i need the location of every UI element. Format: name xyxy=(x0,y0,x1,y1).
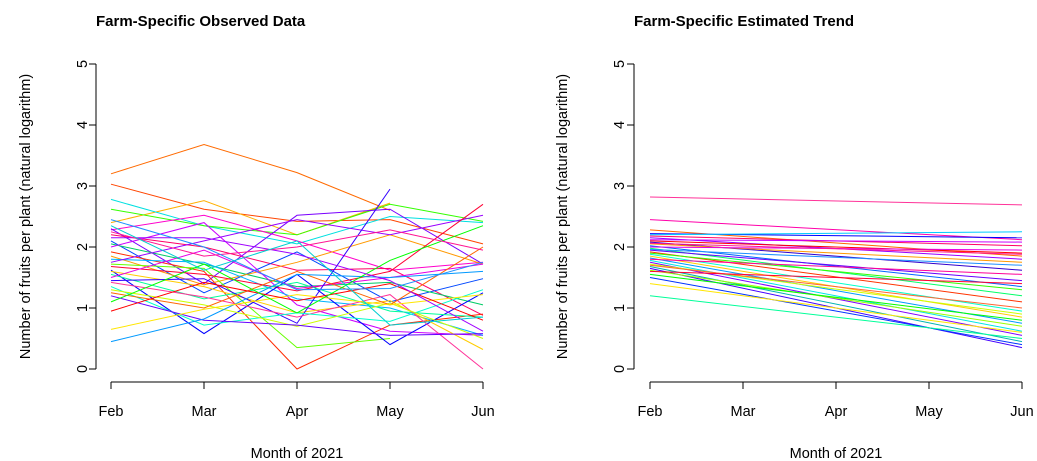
series-line-28 xyxy=(649,269,1023,327)
series-line-30 xyxy=(110,281,484,321)
series-line-16 xyxy=(110,263,391,349)
series-line-3 xyxy=(110,200,391,236)
chart-title: Farm-Specific Observed Data xyxy=(96,13,306,30)
series-group xyxy=(110,143,484,370)
series-line-14 xyxy=(649,247,1023,297)
series-line-12 xyxy=(110,251,484,370)
series-line-33 xyxy=(649,295,1023,339)
series-line-13 xyxy=(110,234,484,286)
estimated-trend-panel: Farm-Specific Estimated Trend 0 1 2 3 4 5 Feb Ma… xyxy=(555,13,1034,461)
series-line-1 xyxy=(649,196,1023,206)
series-line-31 xyxy=(110,225,484,314)
chart-title: Farm-Specific Estimated Trend xyxy=(634,13,854,30)
x-tick-label: May xyxy=(915,404,943,420)
x-tick-label: Apr xyxy=(825,404,848,420)
x-tick-label: Jun xyxy=(1010,404,1033,420)
y-tick-label: 2 xyxy=(75,243,91,251)
y-tick-label: 5 xyxy=(75,60,91,68)
y-tick-label: 2 xyxy=(612,243,628,251)
series-line-18 xyxy=(649,253,1023,312)
y-tick-label: 1 xyxy=(612,304,628,312)
y-tick-label: 3 xyxy=(75,182,91,190)
series-line-35 xyxy=(649,248,1023,266)
series-line-26 xyxy=(649,266,1023,343)
series-line-27 xyxy=(110,295,484,336)
series-group xyxy=(649,196,1023,349)
series-line-30 xyxy=(649,273,1023,321)
y-tick-label: 3 xyxy=(612,182,628,190)
series-line-5 xyxy=(649,231,1023,236)
series-line-12 xyxy=(649,245,1023,288)
series-line-23 xyxy=(110,281,484,370)
series-line-8 xyxy=(649,239,1023,243)
series-line-33 xyxy=(110,229,484,257)
series-line-21 xyxy=(649,258,1023,275)
series-line-34 xyxy=(110,219,484,291)
y-tick-label: 1 xyxy=(75,304,91,312)
series-line-29 xyxy=(649,270,1023,285)
series-line-35 xyxy=(110,225,484,326)
series-line-25 xyxy=(649,264,1023,309)
series-line-11 xyxy=(110,222,484,336)
series-line-11 xyxy=(649,243,1023,263)
series-line-10 xyxy=(110,243,484,306)
series-line-26 xyxy=(110,246,484,309)
series-line-31 xyxy=(649,277,1023,346)
y-axis-title: Number of fruits per plant (natural loga… xyxy=(555,74,571,359)
series-line-32 xyxy=(649,283,1023,333)
x-tick-label: Apr xyxy=(286,404,309,420)
series-line-28 xyxy=(110,270,484,343)
x-axis-title: Month of 2021 xyxy=(251,446,344,461)
series-line-25 xyxy=(110,289,484,339)
series-line-4 xyxy=(110,198,484,245)
y-tick-label: 4 xyxy=(75,121,91,129)
x-tick-label: Mar xyxy=(192,404,217,420)
y-tick-label: 0 xyxy=(612,365,628,373)
y-axis-title: Number of fruits per plant (natural loga… xyxy=(18,74,34,359)
series-line-20 xyxy=(110,273,484,318)
x-tick-label: Mar xyxy=(731,404,756,420)
series-line-29 xyxy=(110,294,484,330)
y-tick-label: 5 xyxy=(612,60,628,68)
series-line-22 xyxy=(110,188,391,324)
series-line-23 xyxy=(649,261,1023,336)
observed-data-panel: Farm-Specific Observed Data 0 1 2 3 4 5 Feb Mar A… xyxy=(18,13,495,461)
y-tick-label: 0 xyxy=(75,365,91,373)
x-tick-label: Jun xyxy=(471,404,494,420)
y-tick-label: 4 xyxy=(612,121,628,129)
series-line-17 xyxy=(649,252,1023,291)
series-line-8 xyxy=(110,234,484,316)
x-axis-title: Month of 2021 xyxy=(790,446,883,461)
series-line-1 xyxy=(110,143,391,211)
series-line-2 xyxy=(649,219,1023,241)
series-line-9 xyxy=(649,240,1023,254)
x-tick-label: Feb xyxy=(638,404,663,420)
x-tick-label: May xyxy=(376,404,404,420)
x-tick-label: Feb xyxy=(99,404,124,420)
series-line-34 xyxy=(649,242,1023,255)
series-line-15 xyxy=(110,214,484,263)
series-line-21 xyxy=(110,249,484,290)
series-line-16 xyxy=(649,251,1023,303)
series-line-15 xyxy=(649,249,1023,282)
